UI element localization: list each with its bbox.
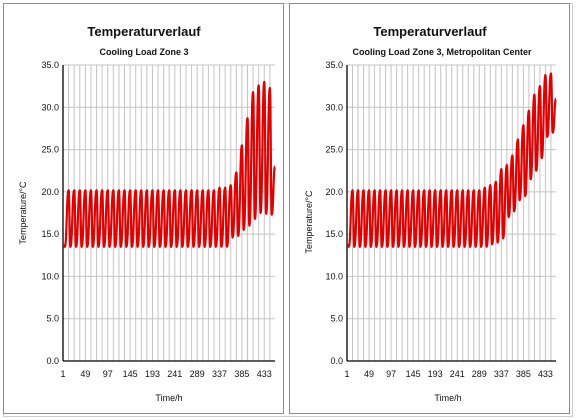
- x-tick-label: 193: [145, 369, 160, 379]
- y-tick-label: 10.0: [325, 271, 343, 281]
- y-tick-label: 15.0: [325, 229, 343, 239]
- x-tick-label: 1: [344, 369, 349, 379]
- x-tick-label: 97: [103, 369, 113, 379]
- y-tick-label: 0.0: [330, 356, 343, 366]
- y-tick-label: 30.0: [325, 102, 343, 112]
- y-tick-label: 15.0: [41, 229, 59, 239]
- chart-title: Temperaturverlauf: [87, 24, 201, 39]
- x-tick-label: 433: [538, 369, 553, 379]
- x-tick-label: 241: [167, 369, 182, 379]
- y-tick-label: 10.0: [41, 271, 59, 281]
- x-tick-label: 49: [364, 369, 374, 379]
- y-tick-label: 0.0: [46, 356, 59, 366]
- x-tick-label: 97: [386, 369, 396, 379]
- chart-panel-left: Temperaturverlauf Cooling Load Zone 3 0.…: [3, 3, 284, 414]
- x-axis-label: Time/h: [155, 393, 182, 403]
- y-tick-label: 5.0: [46, 314, 59, 324]
- x-axis-label: Time/h: [434, 393, 461, 403]
- temperature-series-line: [62, 80, 277, 248]
- x-tick-label: 289: [472, 369, 487, 379]
- x-tick-label: 433: [257, 369, 272, 379]
- x-tick-label: 337: [494, 369, 509, 379]
- chart-subtitle: Cooling Load Zone 3: [100, 47, 189, 57]
- x-tick-label: 145: [406, 369, 421, 379]
- chart-left-svg: Temperaturverlauf Cooling Load Zone 3 0.…: [18, 24, 277, 403]
- y-tick-label: 25.0: [41, 145, 59, 155]
- x-tick-label: 385: [234, 369, 249, 379]
- plot-area: 0.0 5.0 10.0 15.0 20.0 25.0 30.0 35.0 1 49 97 145 19…: [325, 60, 558, 379]
- temperature-series-line: [346, 72, 558, 248]
- y-tick-label: 35.0: [41, 60, 59, 70]
- y-tick-label: 5.0: [330, 314, 343, 324]
- y-axis-label: Temperature/°C: [304, 190, 314, 254]
- x-tick-label: 289: [190, 369, 205, 379]
- chart-right-svg: Temperaturverlauf Cooling Load Zone 3, M…: [304, 24, 558, 403]
- y-tick-label: 30.0: [41, 102, 59, 112]
- x-tick-label: 193: [428, 369, 443, 379]
- chart-panel-right: Temperaturverlauf Cooling Load Zone 3, M…: [289, 3, 570, 414]
- x-tick-label: 49: [80, 369, 90, 379]
- x-tick-label: 1: [60, 369, 65, 379]
- y-tick-label: 20.0: [41, 187, 59, 197]
- x-tick-label: 145: [123, 369, 138, 379]
- y-tick-label: 35.0: [325, 60, 343, 70]
- x-tick-label: 385: [516, 369, 531, 379]
- chart-title: Temperaturverlauf: [373, 24, 487, 39]
- y-tick-label: 20.0: [325, 187, 343, 197]
- plot-area: 0.0 5.0 10.0 15.0 20.0 25.0 30.0 35.0 1 49 97 145 19…: [41, 60, 277, 379]
- y-axis-label: Temperature/°C: [18, 181, 28, 245]
- x-tick-label: 337: [212, 369, 227, 379]
- y-tick-label: 25.0: [325, 145, 343, 155]
- x-tick-label: 241: [450, 369, 465, 379]
- chart-subtitle: Cooling Load Zone 3, Metropolitan Center: [353, 47, 532, 57]
